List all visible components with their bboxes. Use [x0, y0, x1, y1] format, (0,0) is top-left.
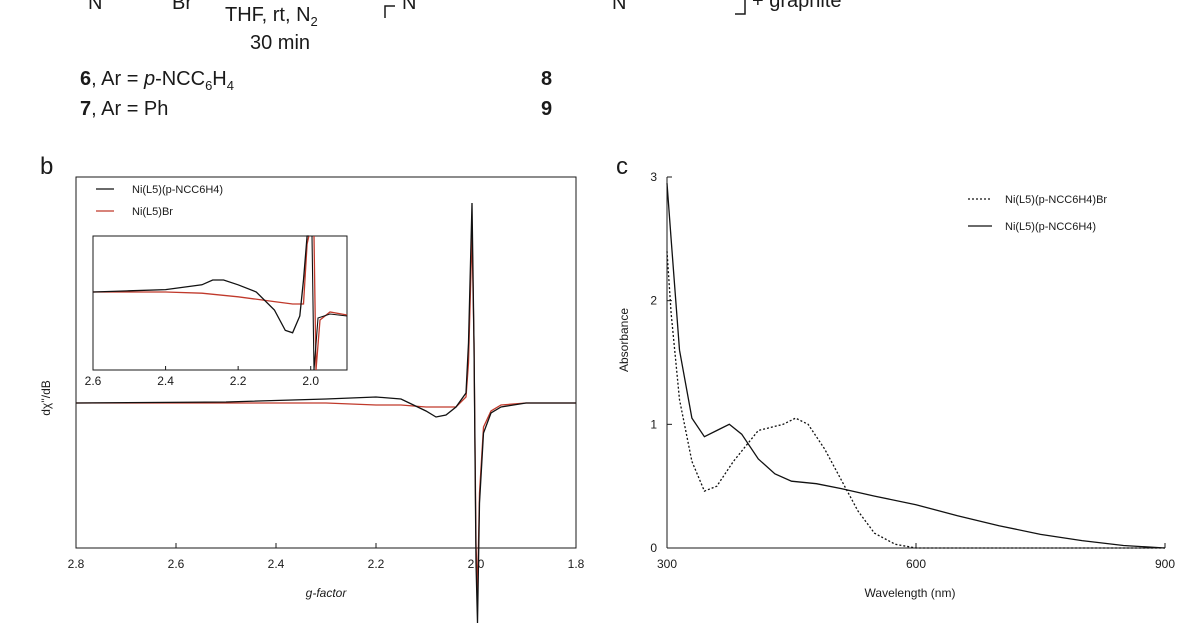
- uvvis-x-tick-label: 600: [906, 557, 926, 571]
- scheme-reactant-n: N: [88, 0, 103, 14]
- epr-inset-spike-black: [311, 235, 348, 371]
- scheme-conditions-line2: 30 min: [250, 32, 311, 54]
- epr-x-axis-label: g-factor: [306, 586, 348, 600]
- compound-7-label: 7, Ar = Ph: [80, 98, 169, 120]
- uvvis-y-tick-label: 3: [650, 170, 657, 184]
- epr-inset-spike-red: [313, 235, 348, 371]
- epr-inset-x-tick-label: 2.4: [157, 374, 174, 388]
- epr-series-line: [75, 202, 576, 624]
- epr-y-axis-label: dχ''/dB: [39, 380, 53, 416]
- uvvis-legend-label-2: Ni(L5)(p-NCC6H4): [1005, 221, 1096, 233]
- compound-8-label: 8: [541, 68, 553, 90]
- epr-plot-frame: [75, 176, 577, 549]
- compound-9-label: 9: [541, 98, 553, 120]
- epr-x-tick-label: 2.8: [68, 557, 85, 571]
- epr-x-tick-label: 1.8: [568, 557, 585, 571]
- epr-inset-x-tick-label: 2.6: [85, 374, 102, 388]
- compound-6-label: 6, Ar = p-NCC6H4: [80, 68, 234, 93]
- epr-x-tick-label: 2.6: [168, 557, 185, 571]
- uvvis-y-axis-label: Absorbance: [617, 308, 631, 372]
- uvvis-y-tick-label: 1: [650, 417, 657, 431]
- panel-c-letter: c: [616, 153, 628, 180]
- scheme-product-n1: N: [402, 0, 417, 14]
- epr-x-tick-label: 2.2: [368, 557, 385, 571]
- uvvis-x-axis-label: Wavelength (nm): [865, 586, 956, 600]
- uvvis-y-tick-label: 2: [650, 294, 657, 308]
- scheme-conditions-line1: THF, rt, N2: [225, 4, 318, 29]
- epr-inset-x-tick-label: 2.2: [230, 374, 247, 388]
- epr-inset-series-line: [92, 235, 309, 334]
- uvvis-x-tick-label: 900: [1155, 557, 1175, 571]
- epr-inset-series-line: [93, 235, 310, 305]
- epr-x-tick-label: 2.4: [268, 557, 285, 571]
- uvvis-y-tick-label: 0: [650, 541, 657, 555]
- scheme-additive: + graphite: [752, 0, 842, 12]
- uvvis-series-line: [666, 251, 1165, 549]
- uvvis-series-line: [666, 183, 1166, 549]
- panel-b-letter: b: [40, 153, 54, 180]
- epr-legend-label-2: Ni(L5)Br: [132, 206, 173, 218]
- scheme-product-n2: N: [612, 0, 627, 14]
- epr-inset-x-tick-label: 2.0: [302, 374, 319, 388]
- scheme-reactant-br: Br: [172, 0, 192, 14]
- uvvis-legend-label-1: Ni(L5)(p-NCC6H4)Br: [1005, 194, 1107, 206]
- epr-legend-label-1: Ni(L5)(p-NCC6H4): [132, 184, 223, 196]
- uvvis-x-tick-label: 300: [657, 557, 677, 571]
